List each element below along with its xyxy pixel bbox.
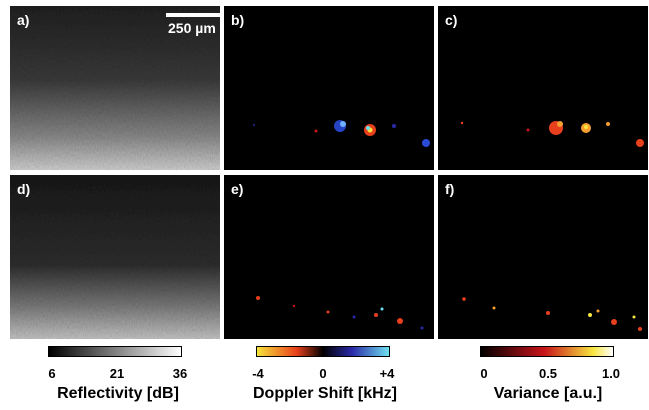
- panel-e-doppler: e): [224, 175, 434, 339]
- variance-blobs: [462, 297, 642, 331]
- doppler-colorbar: [256, 346, 390, 357]
- doppler-image: [224, 6, 434, 170]
- colorbar-tick: 36: [172, 366, 188, 381]
- colorbar-title: Doppler Shift [kHz]: [253, 385, 397, 402]
- colorbar-tick: +4: [379, 366, 395, 381]
- panel-d-reflectivity: d): [10, 175, 220, 339]
- colorbar-tick: 21: [109, 366, 125, 381]
- variance-image: [438, 6, 648, 170]
- colorbar-tick: 6: [48, 366, 56, 381]
- panel-label: e): [231, 181, 244, 197]
- panel-label: c): [445, 12, 458, 28]
- colorbar-tick: 1.0: [601, 366, 621, 381]
- variance-blobs: [460, 121, 644, 147]
- panel-label: f): [445, 181, 455, 197]
- oct-image: [10, 175, 220, 339]
- colorbar-tick: -4: [252, 366, 264, 381]
- panel-label: d): [17, 181, 31, 197]
- colorbar-title: Variance [a.u.]: [493, 385, 603, 402]
- doppler-blobs: [256, 296, 424, 330]
- colorbar-title: Reflectivity [dB]: [57, 385, 179, 402]
- panel-label: b): [231, 12, 245, 28]
- colorbar-tick: 0: [480, 366, 488, 381]
- scale-bar-label: 250 µm: [168, 20, 216, 36]
- doppler-blobs: [253, 120, 430, 147]
- reflectivity-colorbar: [48, 346, 182, 357]
- panel-f-variance: f): [438, 175, 648, 339]
- panel-label: a): [17, 12, 30, 28]
- doppler-image: [224, 175, 434, 339]
- scale-bar: [166, 13, 220, 17]
- panel-c-variance: c): [438, 6, 648, 170]
- colorbar-tick: 0.5: [538, 366, 558, 381]
- variance-image: [438, 175, 648, 339]
- panel-b-doppler: b): [224, 6, 434, 170]
- variance-colorbar: [480, 346, 614, 357]
- colorbar-tick: 0: [319, 366, 327, 381]
- panel-a-reflectivity: a) 250 µm: [10, 6, 220, 170]
- oct-image: [10, 6, 220, 170]
